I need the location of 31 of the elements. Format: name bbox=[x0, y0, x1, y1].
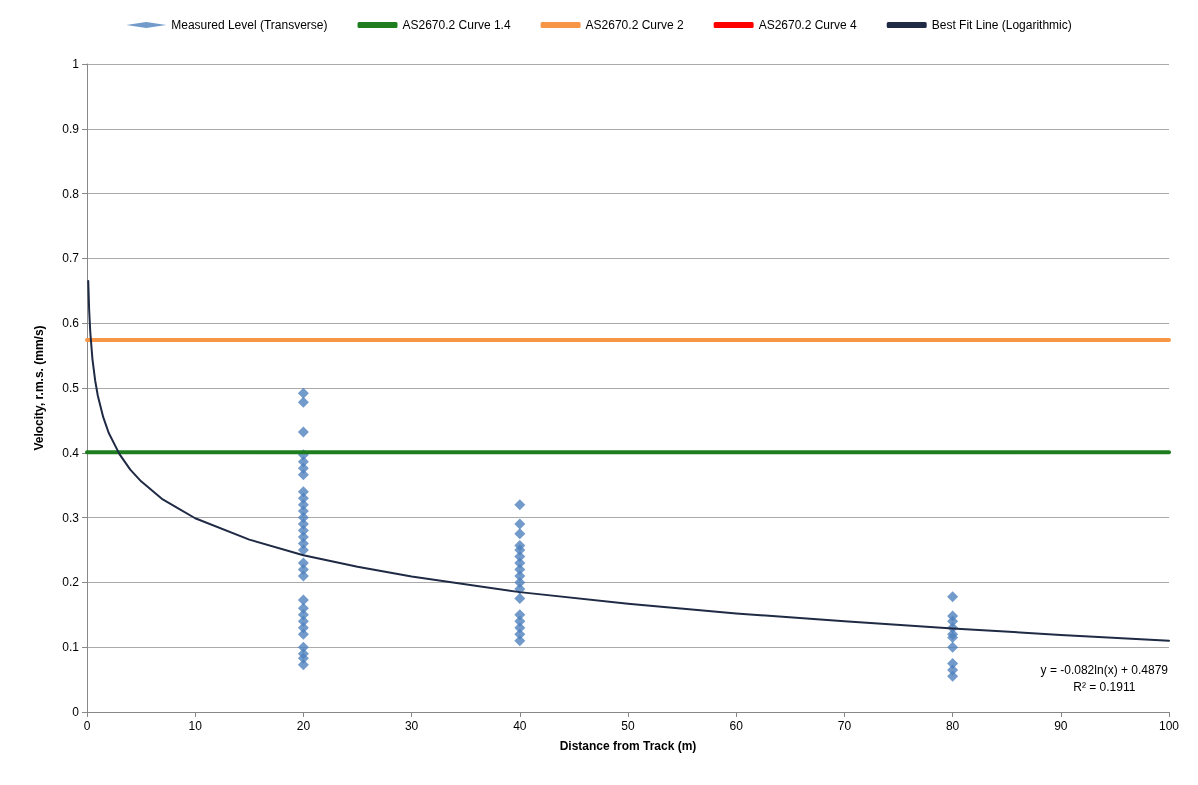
x-tick-label: 80 bbox=[945, 719, 960, 733]
x-tick-label: 100 bbox=[1158, 719, 1180, 733]
annotation: R² = 0.1911 bbox=[1073, 680, 1136, 694]
legend-label: Best Fit Line (Logarithmic) bbox=[931, 18, 1072, 32]
y-tick-label: 0.7 bbox=[62, 251, 80, 266]
x-tick-label: 60 bbox=[729, 719, 744, 733]
x-axis-title: Distance from Track (m) bbox=[559, 739, 697, 753]
y-tick-label: 0 bbox=[72, 705, 80, 719]
y-tick-label: 0.2 bbox=[62, 575, 80, 590]
y-tick-label: 0.1 bbox=[62, 640, 80, 655]
x-tick-label: 90 bbox=[1054, 719, 1068, 733]
y-tick-label: 1 bbox=[72, 57, 80, 71]
legend-label: AS2670.2 Curve 2 bbox=[585, 18, 684, 32]
x-tick-label: 20 bbox=[296, 719, 311, 733]
y-tick-label: 0.8 bbox=[62, 186, 80, 201]
legend-label: AS2670.2 Curve 4 bbox=[758, 18, 858, 32]
legend-label: AS2670.2 Curve 1.4 bbox=[402, 18, 511, 32]
x-tick-label: 30 bbox=[404, 719, 419, 733]
y-tick-label: 0.3 bbox=[62, 510, 80, 525]
y-tick-label: 0.6 bbox=[62, 316, 80, 331]
x-tick-label: 10 bbox=[188, 719, 203, 733]
legend-label: Measured Level (Transverse) bbox=[171, 18, 328, 32]
x-tick-label: 50 bbox=[621, 719, 635, 733]
x-tick-label: 70 bbox=[837, 719, 852, 733]
y-tick-label: 0.4 bbox=[62, 445, 80, 460]
y-axis-title: Velocity, r.m.s. (mm/s) bbox=[32, 325, 46, 451]
y-tick-label: 0.5 bbox=[62, 381, 80, 395]
x-tick-label: 40 bbox=[513, 719, 527, 733]
x-tick-label: 0 bbox=[83, 719, 91, 733]
y-tick-label: 0.9 bbox=[62, 121, 80, 136]
annotation: y = -0.082ln(x) + 0.4879 bbox=[1040, 663, 1169, 677]
